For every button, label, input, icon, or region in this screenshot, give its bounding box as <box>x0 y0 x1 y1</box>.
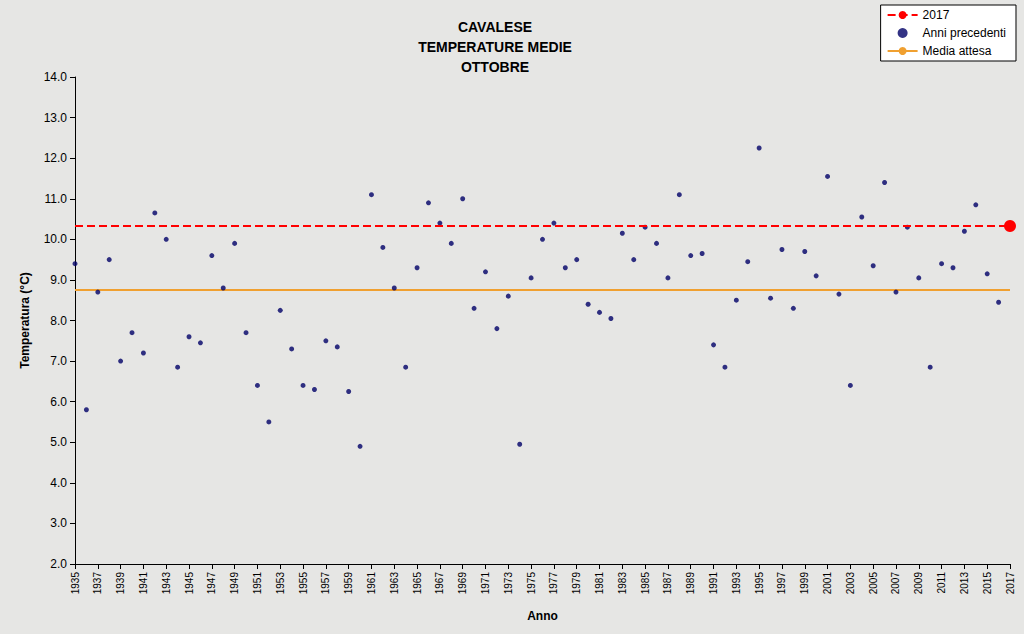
svg-text:1971: 1971 <box>480 572 491 595</box>
svg-text:1961: 1961 <box>366 572 377 595</box>
svg-text:2003: 2003 <box>845 572 856 595</box>
svg-text:2009: 2009 <box>913 572 924 595</box>
svg-text:2005: 2005 <box>868 572 879 595</box>
svg-text:1949: 1949 <box>229 572 240 595</box>
svg-text:1955: 1955 <box>298 572 309 595</box>
svg-text:1953: 1953 <box>275 572 286 595</box>
svg-text:Temperatura (°C): Temperatura (°C) <box>18 272 32 369</box>
svg-text:1999: 1999 <box>799 572 810 595</box>
svg-text:1963: 1963 <box>389 572 400 595</box>
svg-text:1965: 1965 <box>412 572 423 595</box>
svg-text:1995: 1995 <box>754 572 765 595</box>
svg-text:Anni precedenti: Anni precedenti <box>923 26 1006 40</box>
svg-text:5.0: 5.0 <box>50 435 67 449</box>
svg-text:1945: 1945 <box>184 572 195 595</box>
svg-text:1977: 1977 <box>548 572 559 595</box>
svg-text:CAVALESE: CAVALESE <box>458 19 532 35</box>
svg-text:10.0: 10.0 <box>44 232 68 246</box>
svg-text:2017: 2017 <box>1005 572 1016 595</box>
svg-text:1991: 1991 <box>708 572 719 595</box>
svg-text:1969: 1969 <box>457 572 468 595</box>
svg-text:1957: 1957 <box>320 572 331 595</box>
svg-text:Anno: Anno <box>527 609 558 623</box>
svg-text:1983: 1983 <box>617 572 628 595</box>
svg-text:1987: 1987 <box>662 572 673 595</box>
svg-text:2.0: 2.0 <box>50 557 67 571</box>
svg-text:1967: 1967 <box>434 572 445 595</box>
svg-text:1959: 1959 <box>343 572 354 595</box>
svg-text:2017: 2017 <box>923 8 950 22</box>
svg-text:13.0: 13.0 <box>44 111 68 125</box>
svg-text:1985: 1985 <box>640 572 651 595</box>
svg-text:8.0: 8.0 <box>50 314 67 328</box>
svg-text:1939: 1939 <box>115 572 126 595</box>
svg-text:1937: 1937 <box>92 572 103 595</box>
svg-text:TEMPERATURE MEDIE: TEMPERATURE MEDIE <box>418 39 572 55</box>
svg-text:12.0: 12.0 <box>44 151 68 165</box>
svg-text:6.0: 6.0 <box>50 395 67 409</box>
svg-text:1935: 1935 <box>70 572 81 595</box>
svg-text:2001: 2001 <box>822 572 833 595</box>
svg-text:1989: 1989 <box>685 572 696 595</box>
svg-text:1951: 1951 <box>252 572 263 595</box>
svg-text:7.0: 7.0 <box>50 354 67 368</box>
svg-text:11.0: 11.0 <box>45 192 68 206</box>
svg-text:1973: 1973 <box>503 572 514 595</box>
svg-text:1979: 1979 <box>571 572 582 595</box>
svg-text:1993: 1993 <box>731 572 742 595</box>
svg-text:1997: 1997 <box>776 572 787 595</box>
svg-text:9.0: 9.0 <box>50 273 67 287</box>
svg-text:Media attesa: Media attesa <box>923 44 992 58</box>
svg-text:OTTOBRE: OTTOBRE <box>461 59 529 75</box>
svg-text:2007: 2007 <box>890 572 901 595</box>
svg-text:1943: 1943 <box>161 572 172 595</box>
svg-text:1947: 1947 <box>206 572 217 595</box>
svg-text:4.0: 4.0 <box>50 476 67 490</box>
svg-text:2011: 2011 <box>936 572 947 594</box>
svg-text:14.0: 14.0 <box>44 70 68 84</box>
svg-text:2013: 2013 <box>959 572 970 595</box>
svg-text:1981: 1981 <box>594 572 605 595</box>
svg-text:1975: 1975 <box>526 572 537 595</box>
svg-text:2015: 2015 <box>982 572 993 595</box>
svg-text:1941: 1941 <box>138 572 149 595</box>
svg-text:3.0: 3.0 <box>50 516 67 530</box>
